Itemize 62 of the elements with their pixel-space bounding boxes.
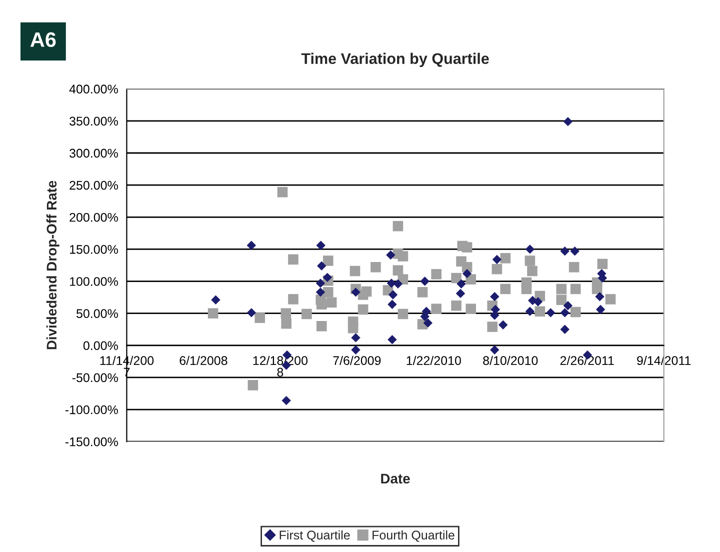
point (490, 345, 500, 354)
point (423, 318, 432, 328)
point (560, 308, 570, 318)
point (546, 308, 556, 318)
point (560, 246, 570, 256)
y-tick-label: -100.00% (65, 405, 118, 414)
point (563, 301, 573, 310)
y-tick-label: 150.00% (70, 245, 118, 254)
x-tick-label: 9/14/2011 (637, 356, 691, 365)
legend-label: Fourth Quartile (372, 530, 454, 542)
y-axis-title: Dividedend Drop-Off Rate (46, 180, 60, 350)
x-tick-label: 6/1/2008 (180, 356, 228, 365)
legend-label: First Quartile (280, 530, 350, 542)
point (317, 261, 326, 270)
point (563, 116, 573, 126)
point (351, 288, 360, 297)
point (351, 345, 360, 354)
point (533, 297, 543, 306)
x-tick-label: 8/10/2010 (483, 356, 538, 365)
point (393, 279, 403, 288)
point (498, 320, 508, 330)
point (388, 290, 398, 300)
text: A6 (30, 32, 56, 47)
point (560, 324, 570, 334)
y-tick-label: 0.00% (83, 341, 118, 350)
point (490, 292, 500, 302)
y-tick-label: 200.00% (70, 212, 118, 222)
point (316, 288, 326, 297)
point (211, 295, 220, 304)
chart-title: Time Variation by Quartile (301, 52, 489, 68)
point (386, 250, 396, 260)
y-tick-label: 50.00% (76, 309, 118, 318)
point (570, 246, 580, 256)
point (420, 312, 430, 322)
point (322, 272, 332, 282)
y-tick-label: -150.00% (65, 437, 118, 446)
point (595, 292, 604, 302)
point (420, 276, 430, 286)
point (456, 288, 466, 298)
point (246, 240, 256, 250)
point (388, 335, 397, 344)
point (246, 308, 256, 318)
point (316, 278, 326, 288)
x-tick-label: 7/6/2009 (333, 356, 381, 365)
x-tick-label: 2/26/2011 (560, 356, 614, 365)
point (596, 304, 606, 314)
x-axis-title: Date (381, 474, 410, 484)
point (351, 333, 360, 342)
y-tick-label: 350.00% (70, 116, 118, 126)
point (525, 306, 535, 316)
y-tick-label: 250.00% (70, 180, 118, 190)
point (462, 268, 472, 278)
x-tick-label: 1/22/2010 (406, 356, 461, 365)
y-tick-label: 400.00% (69, 84, 118, 94)
point (388, 300, 397, 309)
y-tick-label: 300.00% (70, 148, 118, 158)
y-tick-label: 100.00% (70, 277, 118, 286)
point (456, 279, 466, 288)
point (492, 254, 502, 264)
point (525, 244, 535, 254)
point (316, 240, 326, 250)
point (282, 396, 291, 406)
